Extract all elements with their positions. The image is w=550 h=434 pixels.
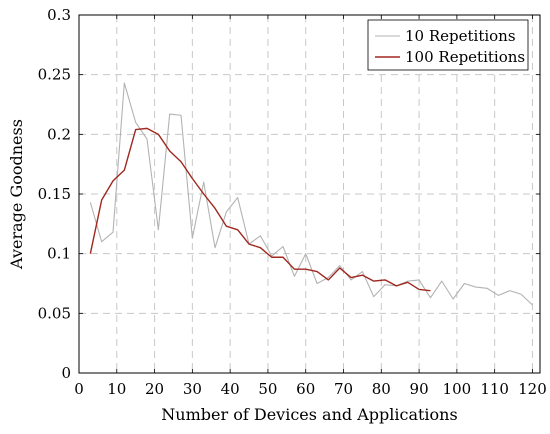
y-tick-label: 0: [61, 364, 71, 382]
x-tick-label: 120: [518, 380, 547, 398]
x-tick-label: 70: [334, 380, 353, 398]
x-tick-label: 0: [74, 380, 84, 398]
x-tick-label: 10: [107, 380, 126, 398]
y-axis-label: Average Goodness: [7, 119, 26, 270]
y-tick-label: 0.2: [47, 125, 71, 143]
series-line-100-repetitions: [89, 127, 431, 292]
x-tick-label: 80: [372, 380, 391, 398]
x-tick-label: 40: [221, 380, 240, 398]
y-tick-label: 0.1: [47, 245, 71, 263]
legend-entry-10-repetitions: 10 Repetitions: [405, 27, 516, 45]
y-tick-label: 0.3: [47, 6, 71, 24]
legend-box: [367, 19, 529, 71]
legend-entry-100-repetitions: 100 Repetitions: [405, 48, 525, 66]
legend: 10 Repetitions 100 Repetitions: [367, 19, 529, 71]
x-axis-label: Number of Devices and Applications: [161, 405, 457, 424]
y-tick-label: 0.25: [38, 66, 71, 84]
y-tick-label: 0.15: [38, 185, 71, 203]
x-tick-label: 60: [296, 380, 315, 398]
axis-ticks: 0 10 20 30 40 50 60 70 80 90 100 110 120 0 0.05 0.1 0.15…: [38, 6, 547, 398]
x-tick-label: 90: [410, 380, 429, 398]
x-tick-label: 100: [443, 380, 472, 398]
x-tick-label: 110: [480, 380, 509, 398]
series-layer: [89, 82, 533, 306]
series-line-10-repetitions: [89, 82, 533, 306]
y-tick-label: 0.05: [38, 304, 71, 322]
grid: [79, 15, 540, 373]
x-tick-label: 30: [183, 380, 202, 398]
x-tick-label: 20: [145, 380, 164, 398]
x-tick-label: 50: [258, 380, 277, 398]
